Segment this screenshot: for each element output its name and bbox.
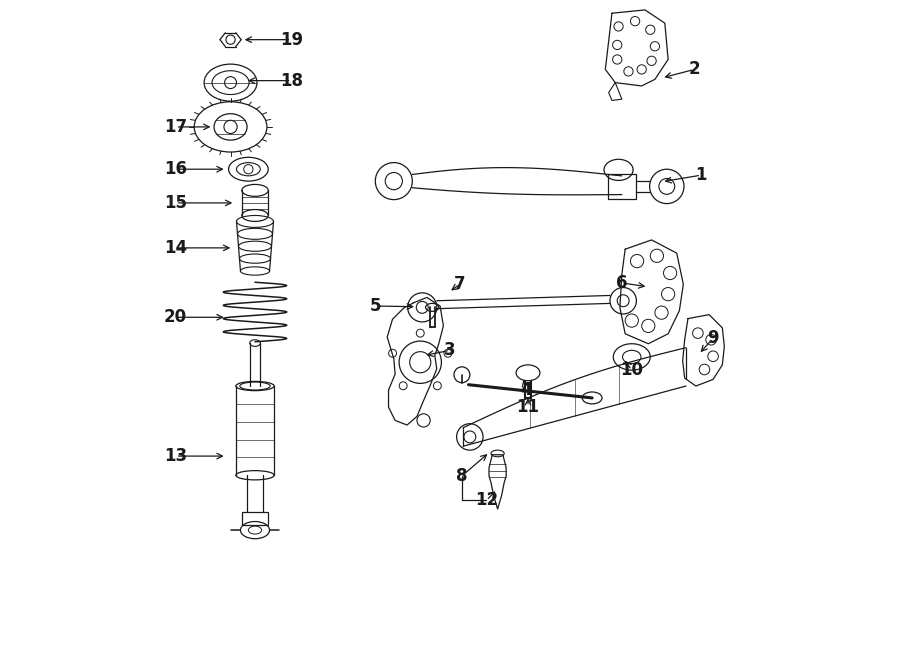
Text: 6: 6	[616, 274, 627, 292]
Text: 16: 16	[164, 160, 187, 178]
Text: 1: 1	[696, 166, 706, 184]
Text: 19: 19	[280, 30, 303, 49]
Text: 15: 15	[164, 194, 187, 212]
Text: 4: 4	[520, 381, 532, 399]
Text: 3: 3	[445, 341, 455, 360]
Text: 5: 5	[370, 297, 382, 315]
Text: 7: 7	[454, 275, 465, 293]
Text: 17: 17	[164, 118, 187, 136]
Text: 13: 13	[164, 447, 187, 465]
Text: 12: 12	[475, 491, 498, 510]
Text: 20: 20	[164, 308, 187, 327]
Text: 8: 8	[456, 467, 468, 485]
Text: 2: 2	[688, 60, 700, 79]
Text: 9: 9	[707, 329, 719, 348]
Text: 10: 10	[620, 361, 643, 379]
Text: 14: 14	[164, 239, 187, 257]
Text: 18: 18	[280, 71, 303, 90]
Bar	[242, 512, 268, 525]
Bar	[608, 174, 635, 199]
Text: 11: 11	[517, 397, 539, 416]
